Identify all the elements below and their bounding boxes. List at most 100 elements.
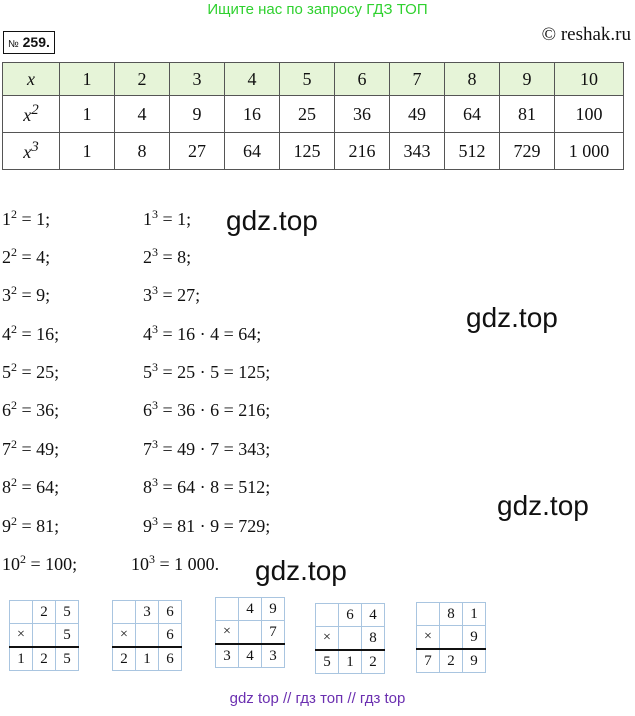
eq-exp: 3: [152, 514, 158, 528]
cell-x: 5: [279, 62, 335, 96]
footer-watermark[interactable]: gdz top // гдз топ // гдз top: [229, 690, 406, 707]
cell-x: 10: [554, 62, 624, 96]
cell-x: 6: [334, 62, 390, 96]
header-x-cubed: x3: [2, 132, 60, 170]
grid-digit: 3: [135, 600, 159, 624]
grid-digit: 2: [361, 649, 385, 674]
cube-equation: 73 = 49 · 7 = 343;: [143, 437, 270, 460]
header-x: x: [2, 62, 60, 96]
square-equation: 52 = 25;: [2, 360, 59, 383]
eq-exp: 2: [11, 475, 17, 489]
grid-digit: 1: [338, 649, 362, 674]
grid-cell: [238, 620, 262, 645]
eq-result: = 100;: [30, 554, 78, 574]
cell-x: 9: [499, 62, 555, 96]
square-equation: 72 = 49;: [2, 437, 59, 460]
number-sign: №: [8, 39, 19, 50]
values-table: x 1 2 3 4 5 6 7 8 9 10 x2 1 4 9 16 25 36…: [2, 62, 624, 170]
eq-base: 10: [131, 554, 149, 574]
cell-cube: 8: [114, 132, 170, 170]
grid-digit: 6: [158, 600, 182, 624]
eq-base: 9: [2, 516, 11, 536]
cube-equation: 93 = 81 · 9 = 729;: [143, 514, 270, 537]
eq-base: 5: [143, 362, 152, 382]
eq-result: = 16 · 4 = 64;: [162, 324, 262, 344]
eq-exp: 3: [152, 283, 158, 297]
cell-cube: 27: [169, 132, 225, 170]
grid-digit: 6: [158, 646, 182, 671]
eq-exp: 2: [11, 207, 17, 221]
eq-base: 5: [2, 362, 11, 382]
cube-equation: 13 = 1;: [143, 207, 191, 230]
eq-base: 4: [143, 324, 152, 344]
square-equation: 32 = 9;: [2, 283, 50, 306]
cell-x: 8: [444, 62, 500, 96]
cell-cube: 125: [279, 132, 335, 170]
square-equation: 42 = 16;: [2, 322, 59, 345]
multiply-icon: ×: [9, 623, 33, 648]
eq-result: = 81 · 9 = 729;: [162, 516, 271, 536]
cell-square: 25: [279, 95, 335, 133]
eq-base: 6: [143, 400, 152, 420]
eq-exp: 3: [152, 398, 158, 412]
grid-cell: [112, 600, 136, 624]
grid-digit: 4: [238, 643, 262, 668]
eq-base: 3: [143, 285, 152, 305]
eq-result: = 64 · 8 = 512;: [162, 477, 271, 497]
eq-result: = 1;: [162, 209, 192, 229]
eq-base: 6: [2, 400, 11, 420]
eq-result: = 36 · 6 = 216;: [162, 400, 271, 420]
eq-exp: 2: [11, 398, 17, 412]
cell-x: 1: [59, 62, 115, 96]
eq-exp: 3: [152, 322, 158, 336]
eq-exp: 2: [11, 322, 17, 336]
eq-base: 1: [143, 209, 152, 229]
grid-digit: 2: [32, 646, 56, 671]
eq-base: 8: [143, 477, 152, 497]
eq-base: 3: [2, 285, 11, 305]
grid-digit: 9: [462, 625, 486, 650]
cell-square: 81: [499, 95, 555, 133]
grid-digit: 1: [462, 602, 486, 626]
grid-digit: 5: [55, 600, 79, 624]
eq-result: = 1 000.: [159, 554, 220, 574]
cube-equation: 103 = 1 000.: [131, 552, 219, 575]
grid-digit: 6: [338, 603, 362, 627]
header-var: x: [23, 105, 32, 125]
site-credit[interactable]: © reshak.ru: [541, 24, 631, 45]
square-equation: 62 = 36;: [2, 398, 59, 421]
grid-cell: [338, 626, 362, 651]
cell-square: 4: [114, 95, 170, 133]
grid-cell: [135, 623, 159, 648]
grid-digit: 1: [9, 646, 33, 671]
grid-cell: [439, 625, 463, 650]
grid-digit: 5: [55, 623, 79, 648]
eq-result: = 8;: [162, 247, 192, 267]
eq-result: = 1;: [21, 209, 51, 229]
square-equation: 92 = 81;: [2, 514, 59, 537]
eq-base: 4: [2, 324, 11, 344]
multiply-icon: ×: [416, 625, 440, 650]
grid-digit: 3: [215, 643, 239, 668]
eq-result: = 16;: [21, 324, 60, 344]
eq-exp: 3: [152, 475, 158, 489]
promo-banner[interactable]: Ищите нас по запросу ГДЗ ТОП: [207, 1, 428, 18]
multiply-icon: ×: [315, 626, 339, 651]
eq-exp: 3: [149, 552, 155, 566]
eq-base: 10: [2, 554, 20, 574]
grid-digit: 5: [315, 649, 339, 674]
square-equation: 82 = 64;: [2, 475, 59, 498]
cell-cube: 216: [334, 132, 390, 170]
eq-exp: 3: [152, 207, 158, 221]
cell-cube: 64: [224, 132, 280, 170]
header-exp: 2: [31, 102, 39, 118]
grid-cell: [9, 600, 33, 624]
cell-square: 100: [554, 95, 624, 133]
header-var: x: [23, 142, 32, 162]
grid-digit: 5: [55, 646, 79, 671]
eq-result: = 64;: [21, 477, 60, 497]
eq-base: 9: [143, 516, 152, 536]
eq-exp: 2: [20, 552, 26, 566]
cube-equation: 63 = 36 · 6 = 216;: [143, 398, 270, 421]
